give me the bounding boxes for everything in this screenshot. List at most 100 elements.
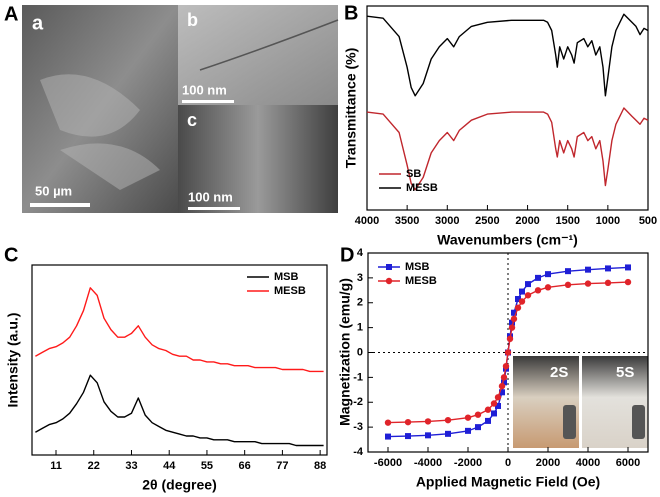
plot-frame [31,264,328,456]
marker [502,362,510,370]
panel-label: B [344,2,358,24]
y-tick-label: -1 [353,371,363,383]
marker [491,410,497,417]
marker [464,414,472,421]
legend-label: MESB [405,275,437,287]
tem-image [178,105,338,213]
marker [525,281,531,288]
x-tick-label: 3500 [395,215,419,227]
micrograph-label: b [187,10,198,30]
marker [465,427,471,434]
x-tick-label: 2500 [475,215,499,227]
x-tick-label: 33 [125,460,137,472]
x-tick-label: 6000 [616,457,640,469]
y-tick-label: 1 [357,322,363,334]
micrograph-label: a [32,12,44,34]
marker [509,319,515,326]
marker [490,400,498,407]
x-tick-label: 22 [88,460,100,472]
marker [425,432,431,439]
x-tick-label: 66 [239,460,251,472]
sheet-texture [40,74,160,190]
marker [515,296,521,303]
y-tick-label: -4 [353,446,364,458]
marker [514,304,522,311]
scale-bar [30,203,90,207]
x-tick-label: 1500 [555,215,579,227]
magnet [632,405,645,439]
y-tick-label: 2 [357,297,363,309]
x-tick-label: 77 [276,460,288,472]
y-tick-label: 0 [357,346,363,358]
marker [604,279,612,287]
marker [405,433,411,440]
marker [585,266,591,273]
x-tick-label: 11 [50,460,62,472]
y-tick-label: -3 [353,421,363,433]
y-axis-label: Intensity (a.u.) [5,313,21,408]
x-tick-label: 3000 [435,215,459,227]
x-axis-label: Wavenumbers (cm⁻¹) [437,232,578,248]
marker [424,418,432,425]
y-tick-label: 3 [357,272,363,284]
x-axis-label: Applied Magnetic Field (Oe) [416,474,600,490]
inset-label: 5S [616,364,634,381]
series-line [35,287,324,373]
marker [500,374,508,381]
panel-label: C [4,244,18,266]
marker [485,417,491,424]
x-tick-label: 2000 [536,457,560,469]
marker [474,411,482,418]
marker [518,298,526,305]
marker [544,284,552,291]
marker [504,349,512,356]
marker [404,418,412,426]
marker [506,335,514,343]
x-tick-label: 2000 [515,215,539,227]
x-tick-label: 44 [163,460,176,472]
legend-label: MESB [274,285,306,297]
marker [564,281,572,289]
scale-bar-label: 50 µm [35,183,72,198]
marker [565,268,571,275]
scale-bar [182,100,234,103]
legend-label: MESB [406,182,438,194]
panel-label: D [340,244,354,266]
marker [475,424,481,431]
marker [510,315,518,323]
marker [534,287,542,294]
marker [605,265,611,272]
marker [499,389,505,396]
inset-label: 2S [550,364,568,381]
x-axis-label: 2θ (degree) [142,477,216,493]
marker [624,278,632,286]
marker [495,402,501,409]
sheet-edge [199,19,339,71]
series-line [366,13,649,97]
marker [386,264,392,270]
x-tick-label: 4000 [355,215,379,227]
x-tick-label: 500 [639,215,657,227]
x-tick-label: 4000 [576,457,600,469]
plot-frame [366,5,649,211]
marker [501,379,507,386]
marker [584,280,592,287]
scale-bar [188,207,240,210]
series-line [366,107,649,191]
marker [494,394,502,401]
marker [385,277,393,285]
y-axis-label: Transmittance (%) [343,48,359,169]
y-tick-label: 4 [357,247,364,259]
legend-label: SB [406,168,421,180]
marker [519,288,525,295]
x-tick-label: -6000 [374,457,402,469]
marker [508,324,516,331]
legend-label: MSB [405,261,430,273]
x-tick-label: -2000 [454,457,482,469]
y-tick-label: -2 [353,396,363,408]
series-line [35,374,324,447]
x-tick-label: 88 [314,460,326,472]
x-tick-label: -4000 [414,457,442,469]
legend-label: MSB [274,271,299,283]
